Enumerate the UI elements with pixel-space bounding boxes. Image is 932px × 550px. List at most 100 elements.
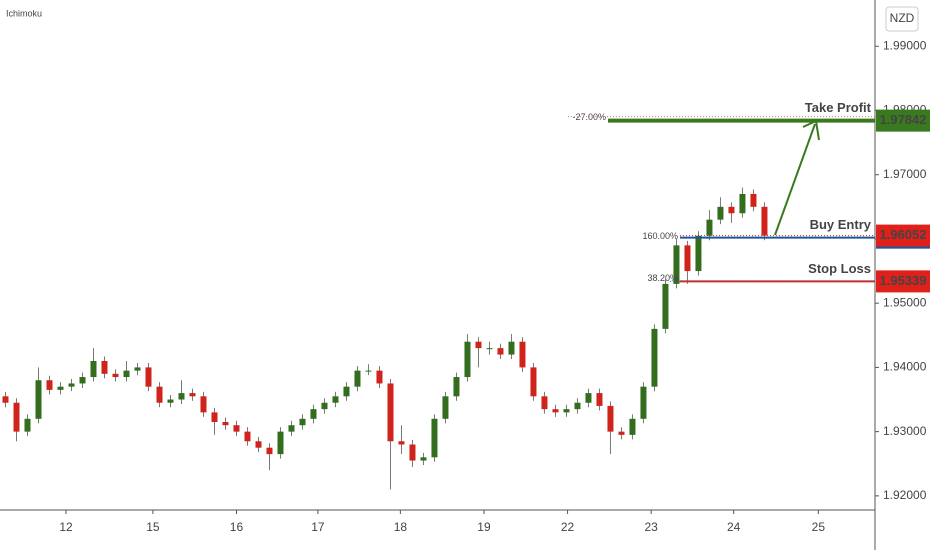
candle-body: [673, 245, 680, 284]
candle-body: [35, 380, 42, 419]
x-tick-label: 19: [477, 520, 491, 534]
level-name: Stop Loss: [808, 261, 871, 276]
price-label-bg: [876, 109, 930, 132]
candle-body: [387, 383, 394, 442]
candle-body: [277, 431, 284, 455]
candle-body: [541, 396, 548, 410]
candle-body: [112, 373, 119, 378]
candle-body: [156, 386, 163, 403]
axis-layer: 1.920001.930001.940001.950001.960001.970…: [59, 38, 930, 534]
candle-body: [629, 418, 636, 435]
candle-body: [409, 444, 416, 461]
candle-body: [343, 386, 350, 397]
price-label-bg: [876, 270, 930, 293]
candle-body: [552, 409, 559, 413]
candle-body: [200, 396, 207, 413]
candle-body: [596, 393, 603, 406]
x-tick-label: 23: [644, 520, 658, 534]
candle-body: [640, 386, 647, 419]
candle-body: [497, 348, 504, 355]
candle-body: [519, 341, 526, 368]
candle-body: [266, 447, 273, 455]
candle-body: [365, 370, 372, 372]
candle-body: [167, 399, 174, 403]
candle-body: [310, 409, 317, 419]
currency-box: [885, 6, 919, 32]
candle-body: [178, 393, 185, 400]
candle-body: [662, 283, 669, 329]
candle-body: [431, 418, 438, 458]
indicator-name: Ichimoku: [6, 8, 42, 18]
candle-body: [101, 360, 108, 374]
candle-body: [706, 219, 713, 236]
candle-body: [233, 425, 240, 432]
candle-body: [211, 412, 218, 423]
level-name: Buy Entry: [810, 217, 872, 232]
candle-body: [398, 441, 405, 445]
candle-body: [453, 377, 460, 397]
level-name: Take Profit: [805, 100, 872, 115]
x-tick-label: 22: [561, 520, 575, 534]
candle-body: [90, 360, 97, 378]
candle-body: [464, 341, 471, 378]
candle-body: [695, 235, 702, 272]
candle-body: [651, 328, 658, 387]
candle-body: [475, 341, 482, 349]
candle-body: [530, 367, 537, 397]
candle-body: [299, 418, 306, 426]
candle-body: [321, 402, 328, 410]
candle-body: [244, 431, 251, 442]
candle-body: [134, 367, 141, 371]
y-tick-label: 1.93000: [883, 424, 927, 438]
candle-body: [442, 396, 449, 419]
candle-body: [717, 206, 724, 220]
candle-body: [123, 370, 130, 378]
y-tick-label: 1.99000: [883, 38, 927, 52]
candle-body: [750, 193, 757, 207]
x-tick-label: 18: [394, 520, 408, 534]
x-tick-label: 16: [230, 520, 244, 534]
fib-label: 38.20%: [647, 273, 678, 283]
candle-body: [332, 396, 339, 403]
candle-body: [288, 425, 295, 432]
last-price-bg: [876, 224, 930, 247]
candle-body: [2, 396, 9, 403]
last-price-label: 1.96052: [880, 227, 927, 242]
candles-layer: [2, 187, 768, 490]
y-tick-label: 1.92000: [883, 488, 927, 502]
candle-body: [739, 193, 746, 214]
candle-body: [189, 393, 196, 397]
price-label: 1.97842: [880, 112, 927, 127]
target-arrow-head: [802, 119, 820, 141]
candle-body: [57, 386, 64, 390]
x-tick-label: 25: [812, 520, 826, 534]
x-tick-label: 15: [146, 520, 160, 534]
x-tick-label: 12: [59, 520, 73, 534]
candle-body: [68, 383, 75, 387]
candle-body: [684, 245, 691, 272]
candle-body: [79, 377, 86, 384]
candle-body: [728, 206, 735, 214]
x-tick-label: 17: [311, 520, 325, 534]
x-tick-label: 24: [727, 520, 741, 534]
candle-body: [24, 418, 31, 432]
candle-body: [486, 348, 493, 350]
candle-body: [255, 441, 262, 448]
y-tick-label: 1.95000: [883, 295, 927, 309]
candle-body: [376, 370, 383, 384]
currency: NZD: [890, 11, 915, 25]
candle-body: [222, 422, 229, 426]
y-tick-label: 1.97000: [883, 167, 927, 181]
fib-label: 160.00%: [642, 231, 678, 241]
candle-body: [574, 402, 581, 410]
candle-body: [563, 409, 570, 413]
candle-body: [46, 380, 53, 390]
price-label: 1.95339: [880, 273, 927, 288]
candle-body: [145, 367, 152, 387]
candle-body: [354, 370, 361, 387]
candle-body: [13, 402, 20, 432]
candle-body: [618, 431, 625, 435]
candle-body: [761, 206, 768, 236]
